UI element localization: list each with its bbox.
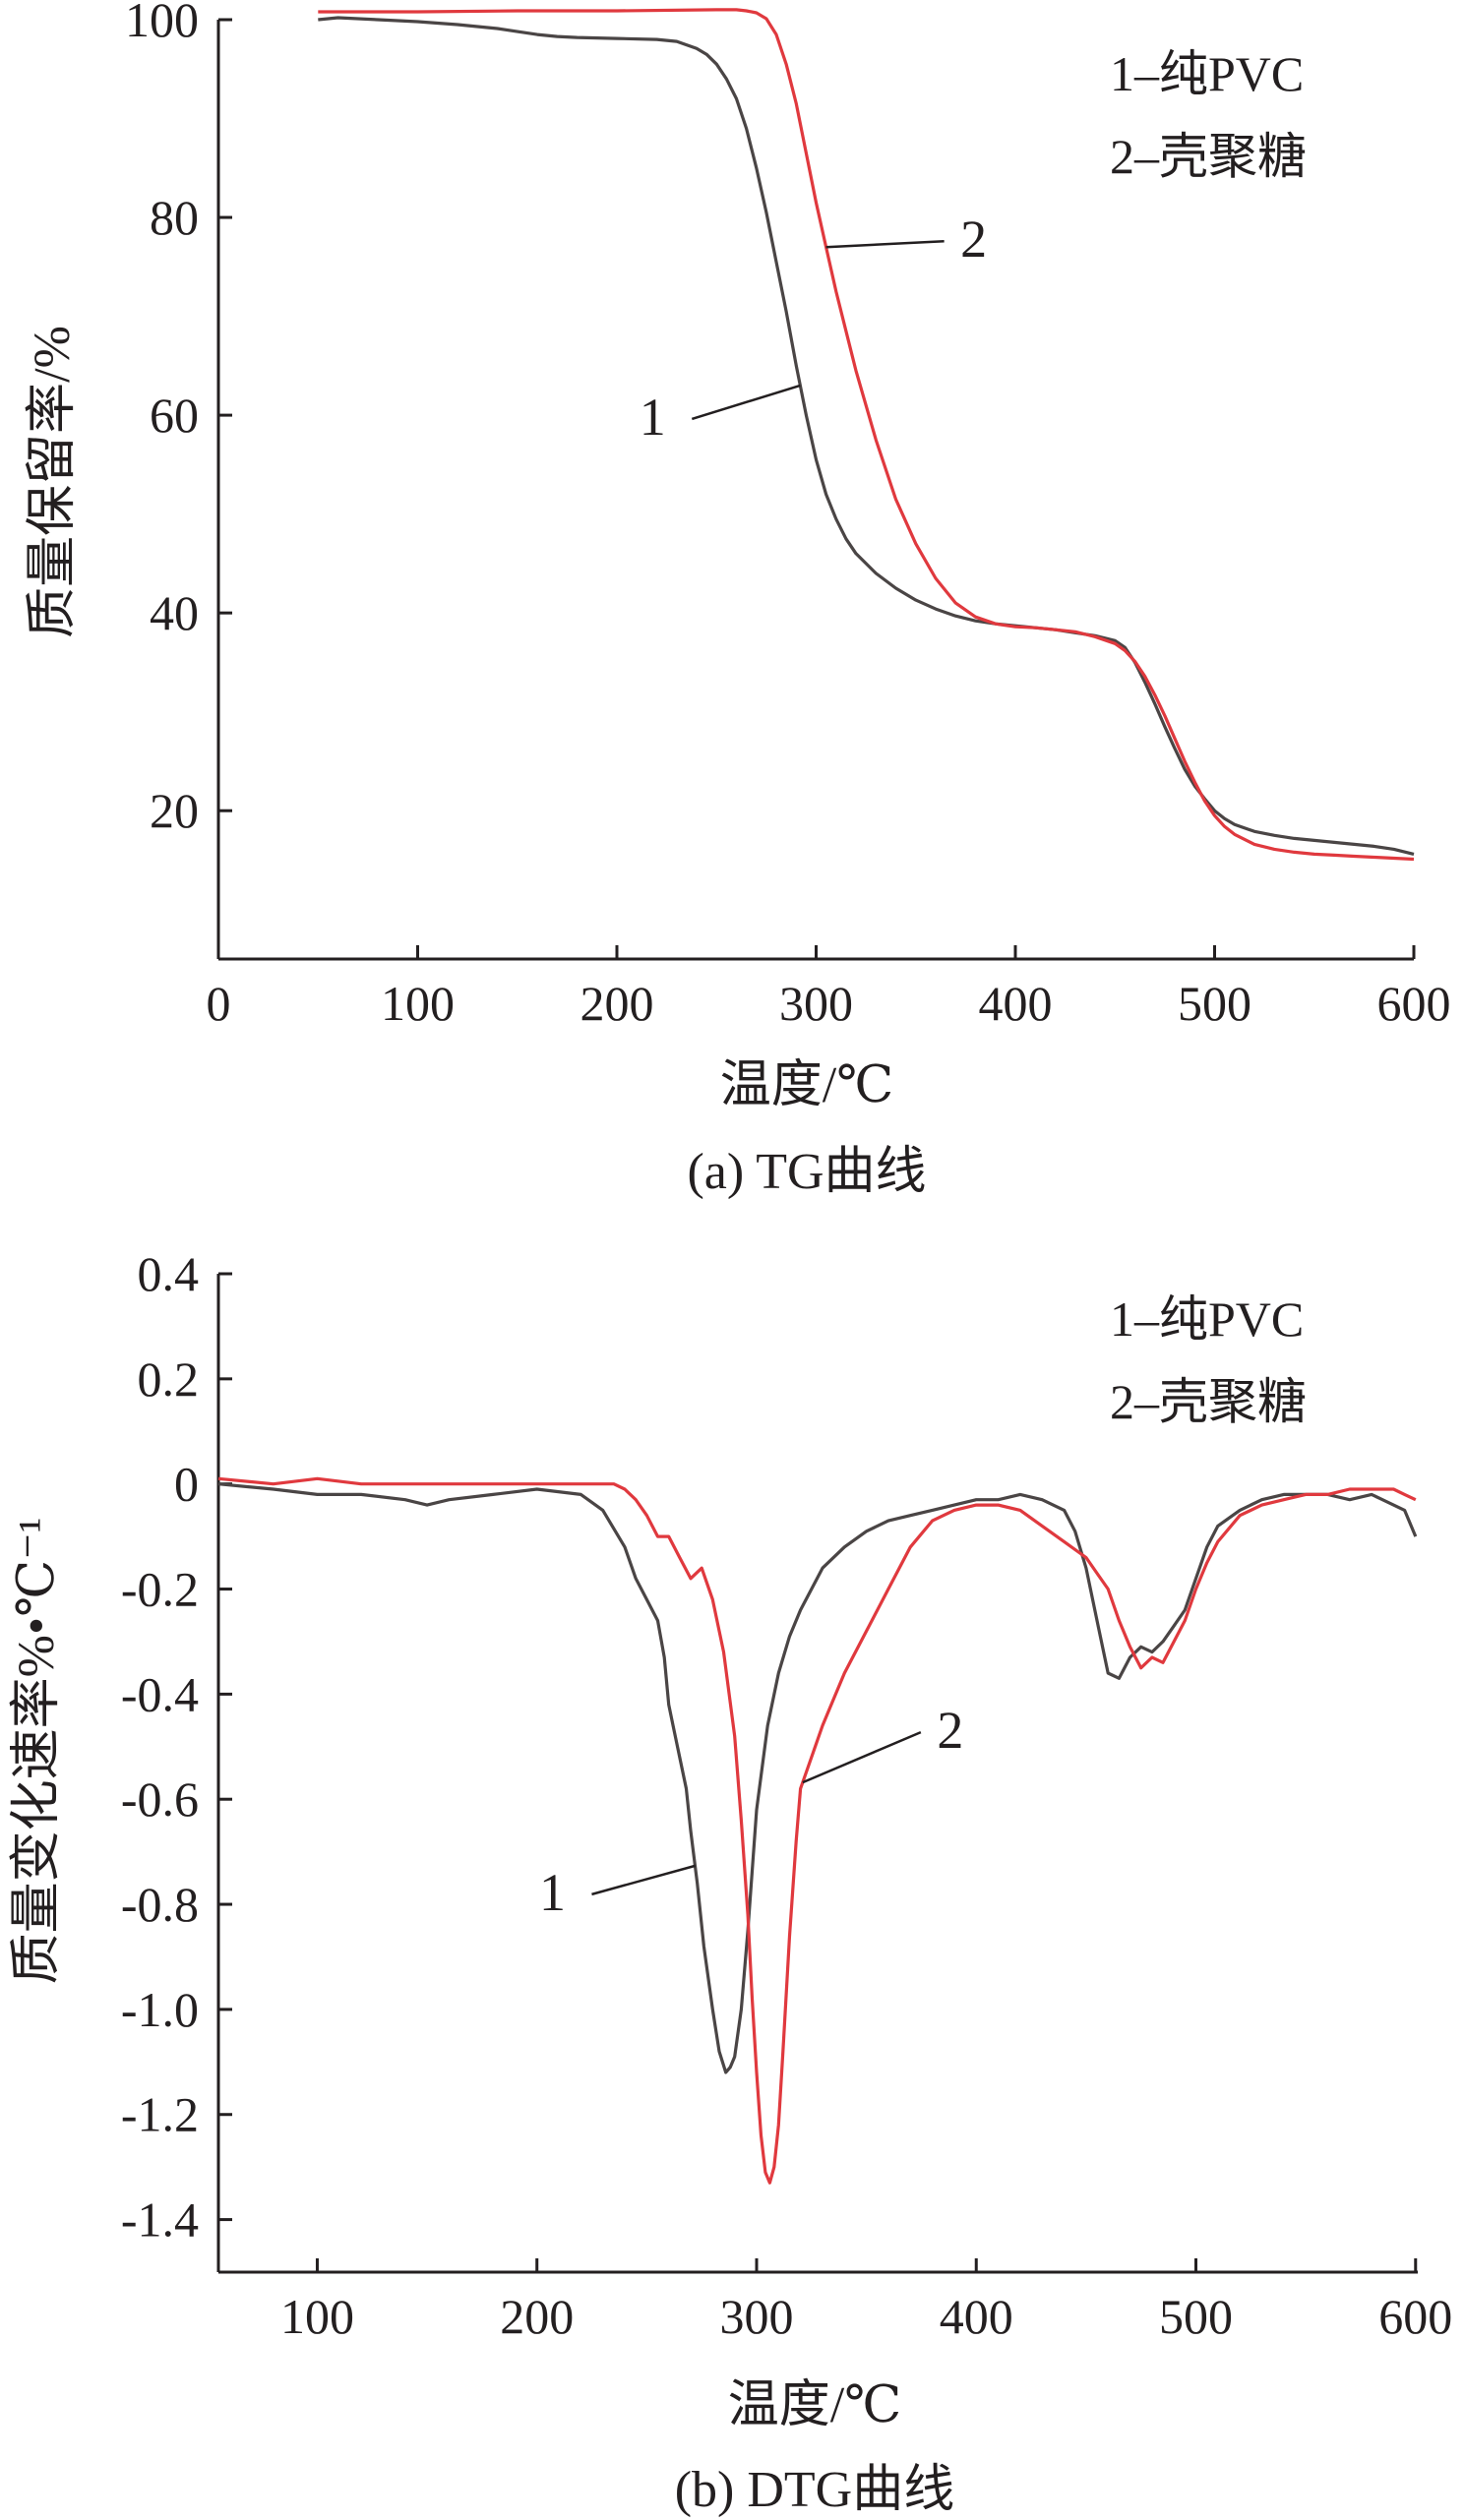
tg-caption: (a) TG曲线 (687, 1144, 926, 1200)
tg-y-tick-label: 40 (150, 585, 199, 640)
dtg-y-tick-label: 0 (174, 1457, 199, 1512)
tg-curve-label-2: 2 (960, 210, 987, 269)
dtg-y-tick-label: -0.6 (121, 1771, 199, 1827)
dtg-y-tick-label: -1.4 (121, 2192, 199, 2248)
dtg-caption: (b) DTG曲线 (675, 2462, 955, 2518)
dtg-y-tick-label: 0.4 (138, 1246, 200, 1301)
tg-x-tick-label: 300 (779, 976, 853, 1031)
dtg-y-tick-label: 0.2 (138, 1351, 200, 1407)
tg-y-tick-label: 80 (150, 190, 199, 245)
dtg-y-axis-title: 质量变化速率%•℃⁻¹ (9, 1518, 65, 1985)
tg-y-tick-label: 60 (150, 388, 199, 443)
tg-y-tick-label: 20 (150, 783, 199, 838)
dtg-x-tick-label: 600 (1378, 2289, 1452, 2344)
tg-x-tick-label: 500 (1178, 976, 1251, 1031)
dtg-x-tick-label: 400 (940, 2289, 1013, 2344)
dtg-y-tick-label: -0.4 (121, 1666, 199, 1721)
dtg-chart: 100 200 300 400 500 600 0.4 0.2 0 -0.2 -0.4 -0.6 -0.… (9, 1246, 1452, 2518)
dtg-y-tick-label: -0.2 (121, 1562, 199, 1617)
dtg-curve-label-leader-1 (591, 1864, 696, 1896)
dtg-y-tick-label: -0.8 (121, 1877, 199, 1932)
tg-x-tick-label: 600 (1377, 976, 1451, 1031)
dtg-legend-item-2: 2–壳聚糖 (1110, 1374, 1307, 1429)
tg-curve-label-1: 1 (640, 388, 666, 447)
dtg-legend-item-1: 1–纯PVC (1110, 1291, 1304, 1347)
tg-x-tick-label: 100 (381, 976, 455, 1031)
tg-series-2-line (318, 8, 1415, 862)
tg-y-tick-label: 100 (125, 0, 199, 47)
tg-curve-label-leader-2 (825, 239, 945, 249)
dtg-x-tick-label: 500 (1159, 2289, 1233, 2344)
dtg-y-tick-label: -1.2 (121, 2087, 199, 2142)
tg-x-tick-label: 200 (580, 976, 654, 1031)
dtg-series-1-line (217, 1482, 1418, 2074)
tg-y-axis-title: 质量保留率/% (25, 326, 81, 638)
tg-x-axis-title: 温度/℃ (720, 1057, 894, 1113)
dtg-y-tick-label: -1.0 (121, 1982, 199, 2037)
tg-legend-item-1: 1–纯PVC (1110, 46, 1304, 101)
tg-curve-label-leader-1 (691, 384, 801, 421)
tg-series-1-line (318, 16, 1415, 856)
dtg-x-tick-label: 100 (280, 2289, 354, 2344)
tg-x-tick-label: 0 (207, 976, 231, 1031)
dtg-curve-label-leader-2 (802, 1730, 922, 1784)
dtg-x-tick-label: 200 (500, 2289, 574, 2344)
dtg-x-axis-title: 温度/℃ (728, 2377, 902, 2433)
dtg-series-2-line (217, 1476, 1417, 2185)
tg-legend-item-2: 2–壳聚糖 (1110, 129, 1307, 184)
tg-chart: 0 100 200 300 400 500 600 20 40 60 80 100 1 2 质量保留率/… (25, 0, 1451, 1200)
dtg-curve-label-2: 2 (937, 1701, 963, 1760)
dtg-x-tick-label: 300 (719, 2289, 793, 2344)
dtg-curve-label-1: 1 (539, 1863, 566, 1922)
tg-x-tick-label: 400 (979, 976, 1053, 1031)
